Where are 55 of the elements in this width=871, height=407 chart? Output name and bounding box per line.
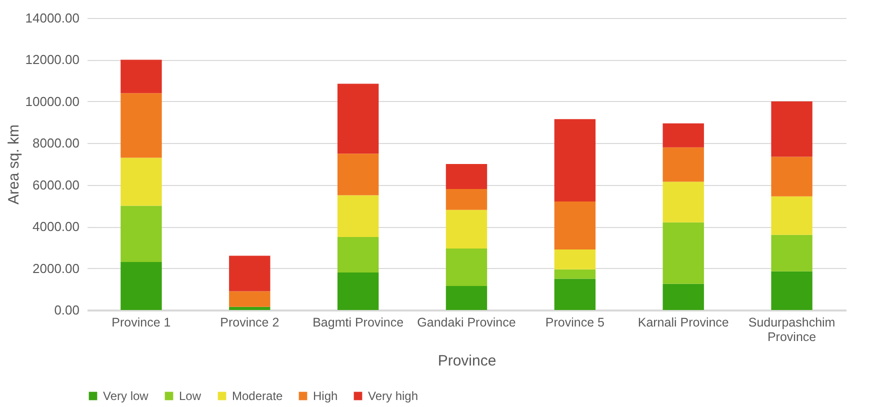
bar	[120, 262, 162, 310]
legend-label: Low	[179, 389, 202, 403]
y-tick-label: 0.00	[54, 302, 80, 318]
bar	[120, 206, 162, 262]
y-tick-label: 2000.00	[32, 260, 80, 276]
bar	[771, 196, 812, 235]
bar	[120, 158, 162, 206]
bar	[229, 306, 270, 310]
legend-label: High	[313, 389, 338, 403]
bar	[446, 248, 488, 286]
legend-label: Very low	[103, 389, 149, 403]
legend-label: Moderate	[232, 389, 284, 403]
bar	[229, 291, 270, 307]
x-tick-label: Province 2	[220, 316, 280, 330]
x-tick-label: Province 5	[545, 316, 605, 330]
bar	[771, 156, 812, 196]
y-tick-label: 12000.00	[25, 52, 80, 68]
bar	[120, 60, 162, 94]
x-axis-title: Province	[438, 352, 496, 370]
bar	[337, 272, 379, 310]
legend-label: Very high	[368, 389, 418, 403]
bar	[446, 164, 488, 190]
y-tick-label: 4000.00	[32, 219, 80, 234]
bar	[229, 256, 270, 292]
bar	[771, 234, 812, 272]
x-tick-label: Sudurpashchim Province	[748, 316, 836, 344]
x-tick-label: Bagmti Province	[312, 316, 404, 330]
bar	[446, 189, 488, 210]
y-axis-title: Area sq. km	[5, 124, 22, 205]
bar	[554, 119, 596, 202]
y-tick-label: 10000.00	[25, 94, 80, 109]
bar	[662, 222, 704, 284]
bar	[337, 195, 379, 237]
y-tick-label: 8000.00	[32, 136, 80, 151]
x-tick-label: Karnali Province	[638, 316, 729, 330]
bar	[771, 101, 812, 157]
bar	[337, 154, 379, 196]
bar	[554, 250, 596, 270]
bar	[446, 286, 488, 310]
bar	[446, 210, 488, 248]
bar	[554, 269, 596, 279]
bar	[554, 278, 596, 310]
bar	[662, 147, 704, 182]
bar	[771, 271, 812, 310]
y-tick-label: 14000.00	[25, 10, 80, 26]
x-tick-label: Gandaki Province	[417, 316, 516, 330]
bar	[337, 84, 379, 154]
y-tick-label: 6000.00	[32, 177, 80, 192]
bar	[662, 123, 704, 148]
bar	[554, 202, 596, 250]
x-tick-label: Province 1	[112, 316, 171, 330]
bar	[662, 284, 704, 310]
bar	[337, 237, 379, 272]
bar	[662, 182, 704, 222]
bar	[120, 93, 162, 158]
